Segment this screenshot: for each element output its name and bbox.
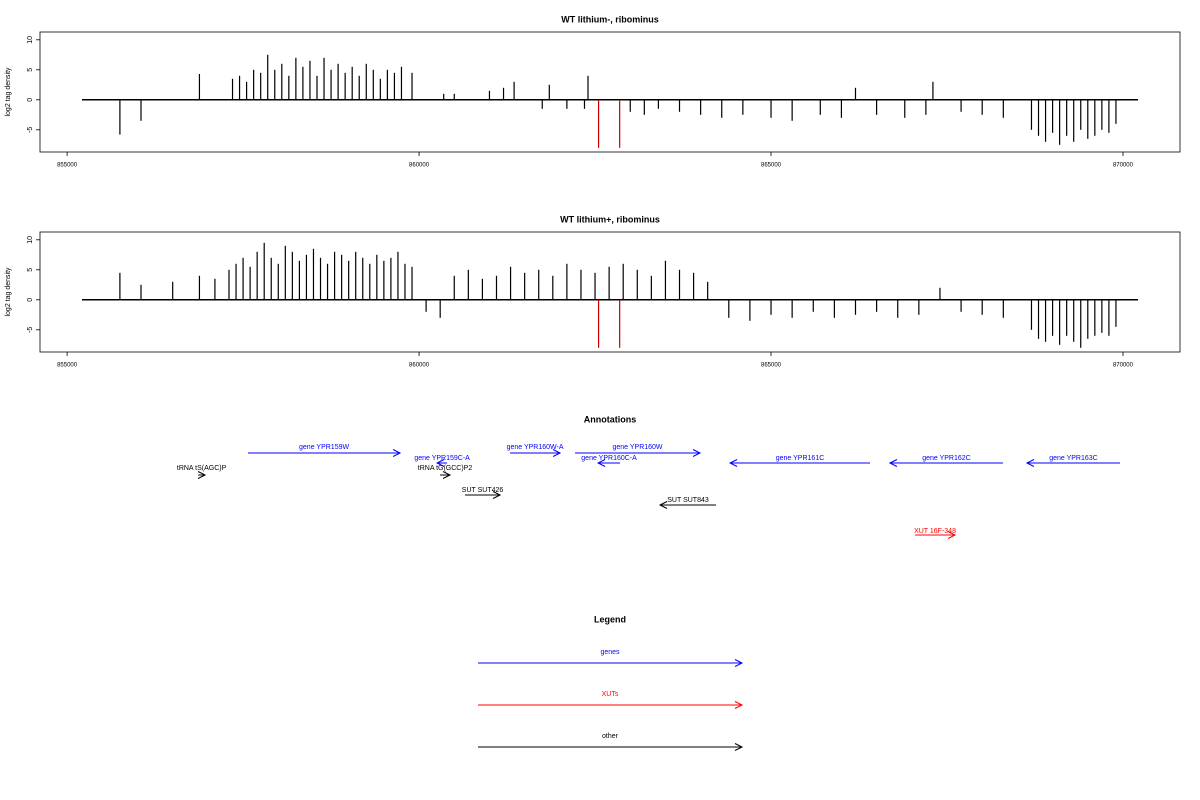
y-tick-label: 0: [27, 298, 34, 302]
legend-title: Legend: [594, 614, 626, 624]
feature-label: gene YPR159W: [299, 444, 349, 451]
x-tick-label: 855000: [57, 163, 78, 169]
feature-label: tRNA tG(GCC)P2: [418, 465, 473, 472]
feature-arrow: [197, 471, 207, 479]
plot-frame: [39, 231, 1181, 353]
feature-label: gene YPR160W: [612, 444, 662, 451]
y-tick-label: 5: [27, 68, 34, 72]
feature-arrow: [465, 491, 502, 499]
feature-label: gene YPR162C: [922, 455, 971, 462]
feature-label: gene YPR161C: [776, 455, 825, 462]
legend-arrow: [478, 659, 744, 667]
y-tick-label: 10: [27, 236, 34, 244]
y-axis-label: log2 tag density: [5, 267, 12, 317]
y-tick-label: -5: [27, 327, 34, 333]
feature-arrow: [248, 449, 402, 457]
y-tick-label: 10: [27, 36, 34, 44]
y-tick-label: 5: [27, 268, 34, 272]
feature-arrow: [510, 449, 562, 457]
feature-label: gene YPR163C: [1049, 455, 1098, 462]
feature-arrow: [658, 501, 717, 509]
feature-arrow: [596, 459, 621, 467]
feature-label: SUT SUT843: [667, 497, 709, 504]
feature-label: tRNA tS(AGC)P: [177, 465, 227, 472]
chart-title: Annotations: [584, 414, 637, 424]
x-tick-label: 855000: [57, 363, 78, 369]
x-tick-label: 860000: [409, 363, 430, 369]
feature-arrow: [435, 459, 448, 467]
feature-label: gene YPR160C-A: [581, 455, 637, 462]
feature-arrow: [915, 531, 957, 539]
y-tick-label: -5: [27, 127, 34, 133]
y-axis-label: log2 tag density: [5, 67, 12, 117]
chart-title: WT lithium-, ribominus: [561, 14, 659, 24]
plot-frame: [39, 31, 1181, 153]
feature-arrow: [440, 471, 452, 479]
legend-label: genes: [600, 649, 620, 656]
feature-arrow: [1025, 459, 1120, 467]
feature-arrow: [888, 459, 1003, 467]
feature-arrow: [575, 449, 702, 457]
legend-arrow: [478, 701, 744, 709]
feature-label: gene YPR160W-A: [507, 444, 564, 451]
x-tick-label: 860000: [409, 163, 430, 169]
legend-label: other: [602, 733, 619, 740]
y-tick-label: 0: [27, 98, 34, 102]
x-tick-label: 870000: [1113, 163, 1134, 169]
feature-arrow: [728, 459, 870, 467]
x-tick-label: 865000: [761, 163, 782, 169]
legend-label: XUTs: [602, 691, 619, 698]
chart-title: WT lithium+, ribominus: [560, 214, 660, 224]
x-tick-label: 870000: [1113, 363, 1134, 369]
legend-arrow: [478, 743, 744, 751]
feature-label: gene YPR159C-A: [414, 455, 470, 462]
x-tick-label: 865000: [761, 363, 782, 369]
feature-label: SUT SUT426: [462, 487, 504, 494]
feature-label: XUT 16F-348: [914, 528, 956, 535]
